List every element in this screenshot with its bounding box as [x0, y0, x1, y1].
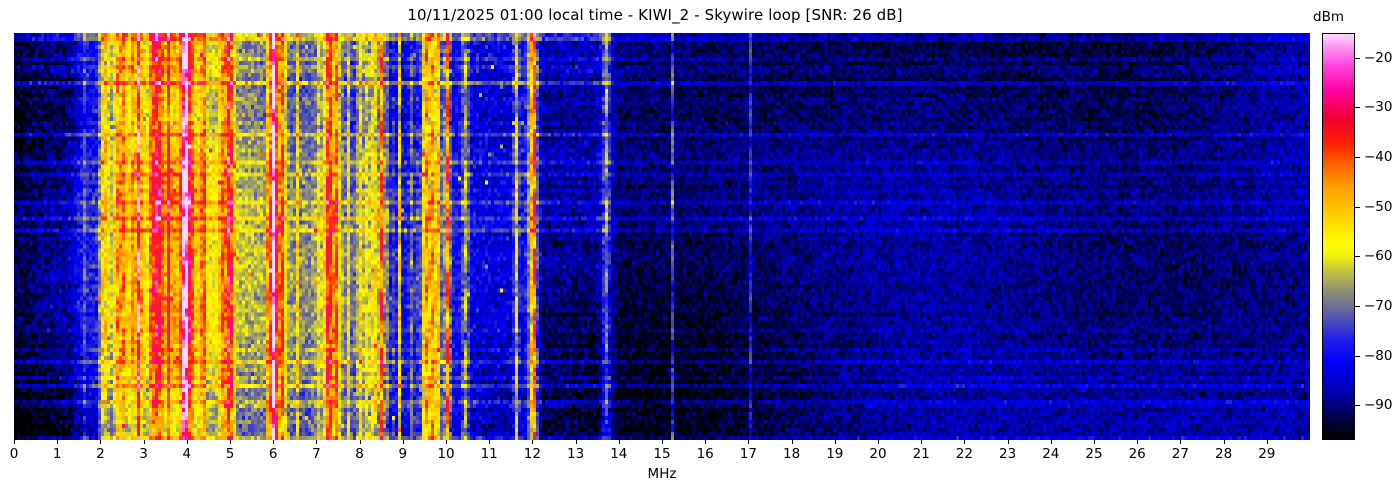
- x-tick: [143, 440, 145, 444]
- x-tick-label: 26: [1128, 446, 1146, 462]
- x-tick: [1180, 440, 1182, 444]
- colorbar-tick-label: −80: [1364, 347, 1393, 364]
- colorbar-tick-label: −60: [1364, 248, 1393, 265]
- x-tick: [57, 440, 59, 444]
- page-title: 10/11/2025 01:00 local time - KIWI_2 - S…: [407, 6, 903, 24]
- x-tick: [834, 440, 836, 444]
- x-tick: [662, 440, 663, 444]
- colorbar-tick: [1355, 206, 1360, 208]
- x-tick-label: 21: [912, 446, 930, 462]
- colorbar-tick: [1355, 157, 1360, 159]
- x-tick: [402, 440, 404, 444]
- x-tick-label: 0: [9, 446, 19, 462]
- x-tick: [230, 440, 231, 444]
- x-tick-label: 3: [139, 446, 148, 462]
- colorbar-tick: [1355, 405, 1360, 407]
- x-tick: [791, 440, 793, 444]
- x-tick-label: 7: [312, 446, 321, 462]
- x-tick: [921, 440, 923, 444]
- x-tick-label: 4: [182, 446, 192, 462]
- x-tick-label: 14: [610, 446, 628, 462]
- x-tick-label: 20: [869, 446, 887, 462]
- x-tick-label: 8: [355, 446, 364, 462]
- colorbar-tick-label: −70: [1364, 297, 1393, 314]
- x-tick: [748, 440, 750, 444]
- colorbar-title: dBm: [1313, 9, 1344, 25]
- x-tick: [1137, 440, 1139, 444]
- x-tick-label: 15: [653, 446, 671, 462]
- x-tick: [964, 440, 966, 444]
- colorbar-tick-label: −30: [1364, 99, 1393, 116]
- x-tick: [1094, 440, 1095, 444]
- x-tick: [575, 440, 577, 444]
- x-tick: [100, 440, 102, 444]
- x-tick-label: 10: [437, 446, 455, 462]
- x-tick-label: 29: [1258, 446, 1276, 462]
- x-tick-label: 28: [1215, 446, 1233, 462]
- x-tick-label: 22: [955, 446, 973, 462]
- colorbar-tick: [1355, 305, 1360, 307]
- x-tick-label: 1: [52, 446, 62, 462]
- colorbar-tick: [1355, 256, 1360, 258]
- x-axis-label: MHz: [647, 466, 677, 482]
- x-tick-label: 6: [268, 446, 278, 462]
- x-tick-label: 13: [567, 446, 585, 462]
- spectrogram-image[interactable]: [14, 33, 1310, 440]
- colorbar-tick: [1355, 107, 1360, 109]
- colorbar-tick-label: −20: [1364, 49, 1393, 66]
- x-tick: [316, 440, 318, 444]
- x-tick: [186, 440, 188, 444]
- colorbar-tick: [1355, 355, 1360, 357]
- x-tick-label: 9: [398, 446, 408, 462]
- x-tick: [618, 440, 620, 444]
- colorbar-tick-label: −50: [1364, 198, 1393, 215]
- x-tick: [1007, 440, 1009, 444]
- x-axis: 0 1 2 3 4 5 6 7 8 9 10 11 12 13 14 15 16 17 18 19 20 21 22 23 24…: [10, 440, 1310, 470]
- x-tick: [489, 440, 491, 444]
- x-tick: [1266, 440, 1268, 444]
- x-tick: [359, 440, 361, 444]
- x-tick-label: 17: [739, 446, 757, 462]
- x-tick-label: 23: [999, 446, 1017, 462]
- x-tick: [273, 440, 275, 444]
- x-tick-label: 5: [225, 446, 235, 462]
- x-tick: [705, 440, 707, 444]
- colorbar-gradient[interactable]: [1322, 33, 1355, 440]
- colorbar-tick-label: −90: [1364, 397, 1393, 414]
- x-tick-label: 12: [523, 446, 541, 462]
- x-tick-label: 25: [1085, 446, 1103, 462]
- x-tick: [1050, 440, 1052, 444]
- x-tick: [14, 440, 15, 444]
- x-tick-label: 18: [783, 446, 801, 462]
- x-tick: [532, 440, 534, 444]
- x-tick-label: 24: [1042, 446, 1060, 462]
- colorbar-tick: [1355, 57, 1360, 59]
- x-tick-label: 19: [826, 446, 844, 462]
- x-tick-label: 16: [696, 446, 714, 462]
- x-tick-label: 27: [1171, 446, 1189, 462]
- x-tick-label: 11: [480, 446, 498, 462]
- x-tick-label: 2: [96, 446, 105, 462]
- colorbar-tick-label: −40: [1364, 149, 1393, 166]
- x-tick: [1223, 440, 1225, 444]
- spectrogram-plot-area[interactable]: [14, 33, 1310, 440]
- x-tick: [878, 440, 879, 444]
- x-tick: [446, 440, 447, 444]
